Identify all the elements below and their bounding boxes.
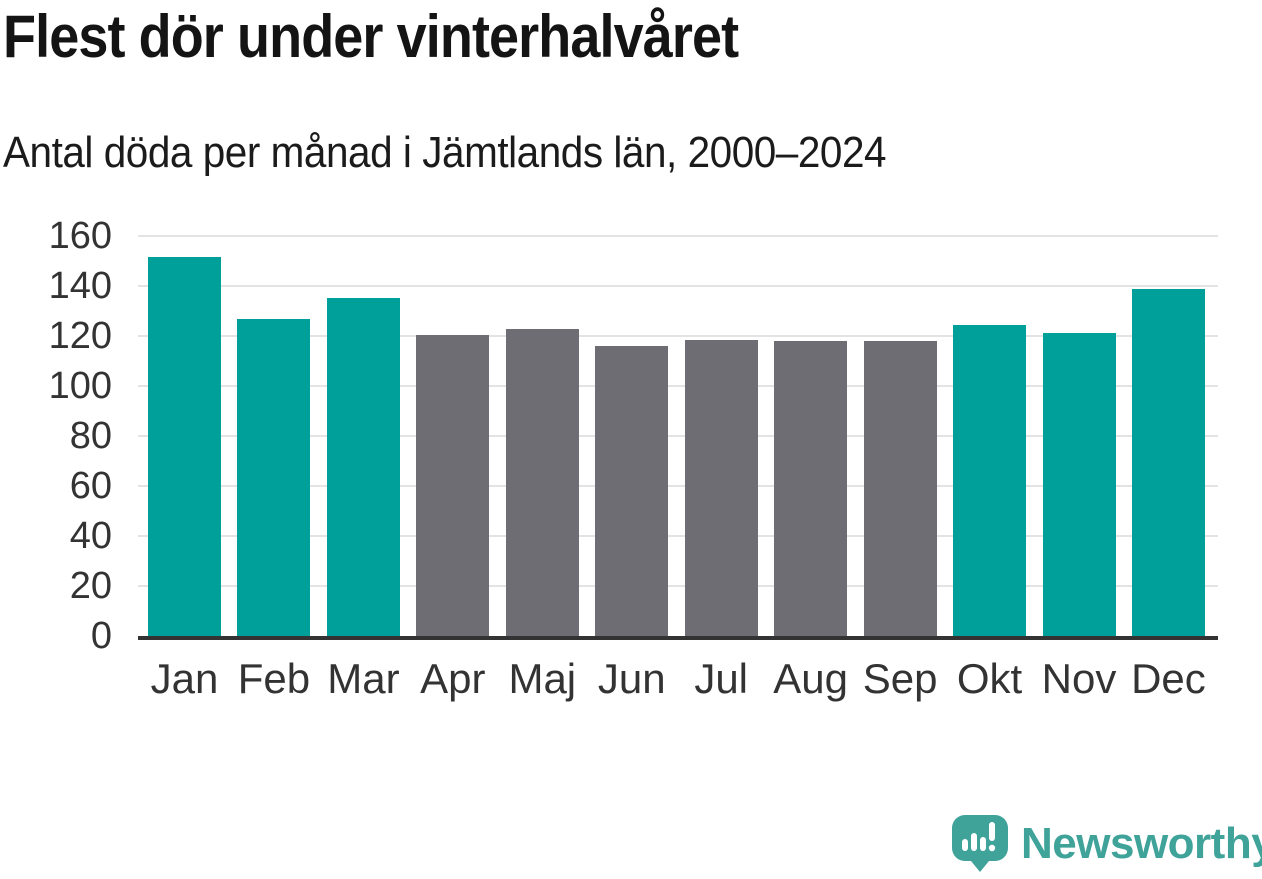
newsworthy-brand: Newsworthy (951, 814, 1262, 874)
gridline-80 (138, 434, 1218, 437)
gridline-160 (138, 235, 1218, 237)
y-tick-label-120: 120 (48, 314, 112, 357)
x-tick-label-sep: Sep (862, 655, 938, 702)
chart-subtitle: Antal döda per månad i Jämtlands län, 20… (3, 128, 887, 177)
x-tick-label-nov: Nov (1041, 655, 1117, 702)
gridline-140 (138, 284, 1218, 287)
bar-sep (863, 340, 937, 636)
x-tick-label-feb: Feb (237, 655, 311, 702)
x-tick-label-apr: Apr (420, 655, 486, 702)
bar-apr (416, 335, 490, 636)
x-tick-label-mar: Mar (327, 655, 400, 702)
y-tick-label-80: 80 (69, 414, 112, 457)
y-tick-label-20: 20 (69, 564, 112, 607)
newsworthy-logo-icon (952, 815, 1008, 872)
bar-nov (1042, 333, 1116, 636)
x-tick-label-aug: Aug (773, 655, 848, 702)
bar-feb (237, 318, 311, 636)
bar-okt (953, 324, 1027, 636)
y-tick-label-100: 100 (48, 364, 112, 407)
gridline-40 (138, 534, 1218, 537)
bar-jan (148, 257, 221, 636)
y-tick-label-0: 0 (90, 614, 112, 657)
bar-jul (684, 340, 758, 636)
y-tick-label-60: 60 (69, 464, 112, 507)
bar-jun (595, 345, 669, 636)
bar-mar (326, 298, 400, 636)
x-tick-label-jan: Jan (150, 655, 219, 702)
x-tick-label-dec: Dec (1131, 655, 1206, 702)
chart-title: Flest dör under vinterhalvåret (3, 3, 739, 70)
bar-dec (1131, 288, 1205, 636)
x-tick-label-maj: Maj (508, 655, 577, 702)
x-tick-label-okt: Okt (956, 655, 1023, 702)
bar-maj (505, 328, 579, 636)
plot-area (138, 235, 1218, 640)
y-tick-label-160: 160 (48, 215, 112, 257)
gridline-120 (138, 334, 1218, 337)
gridline-60 (138, 484, 1218, 487)
gridline-100 (138, 384, 1218, 387)
newsworthy-logo-text: Newsworthy (1021, 819, 1262, 868)
x-tick-label-jun: Jun (597, 655, 666, 702)
y-tick-label-40: 40 (69, 514, 112, 557)
y-tick-label-140: 140 (48, 264, 112, 307)
bar-aug (774, 340, 848, 636)
gridline-20 (138, 584, 1218, 587)
x-tick-label-jul: Jul (694, 655, 749, 702)
